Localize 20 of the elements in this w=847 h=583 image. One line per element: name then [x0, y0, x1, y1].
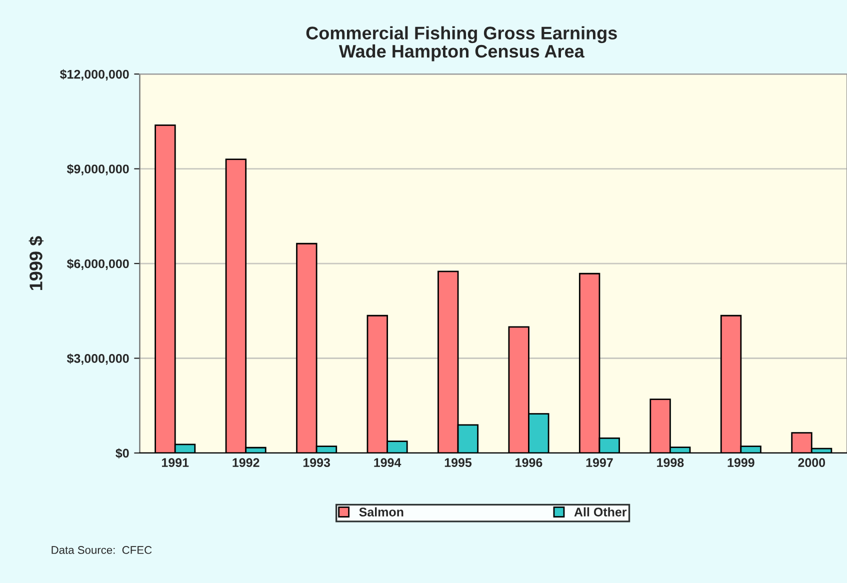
source-note: Data Source: CFEC — [52, 546, 152, 554]
x-tick-label: 1997 — [586, 458, 613, 468]
y-axis-title: 1999 $ — [28, 236, 44, 290]
y-tick-label: $9,000,000 — [66, 164, 129, 176]
y-tick-label: $12,000,000 — [60, 69, 129, 81]
x-tick-label: 1996 — [516, 458, 542, 468]
y-tick-label: $6,000,000 — [66, 258, 129, 270]
x-tick-label: 1999 — [728, 458, 754, 468]
chart-title: Commercial Fishing Gross Earnings Wade Hampton Census Area — [306, 26, 617, 62]
x-tick-label: 1994 — [374, 458, 402, 468]
x-tick-label: 1992 — [232, 458, 260, 468]
legend-label: Salmon — [359, 507, 404, 516]
x-tick-label: 1998 — [657, 458, 684, 468]
x-tick-label: 1995 — [444, 458, 472, 468]
y-tick-label: $0 — [116, 448, 129, 458]
x-tick-label: 1993 — [303, 458, 330, 468]
x-tick-label: 1991 — [162, 458, 189, 468]
x-tick-label: 2000 — [798, 458, 826, 468]
legend-label: All Other — [574, 507, 627, 516]
y-tick-label: $3,000,000 — [66, 354, 129, 365]
